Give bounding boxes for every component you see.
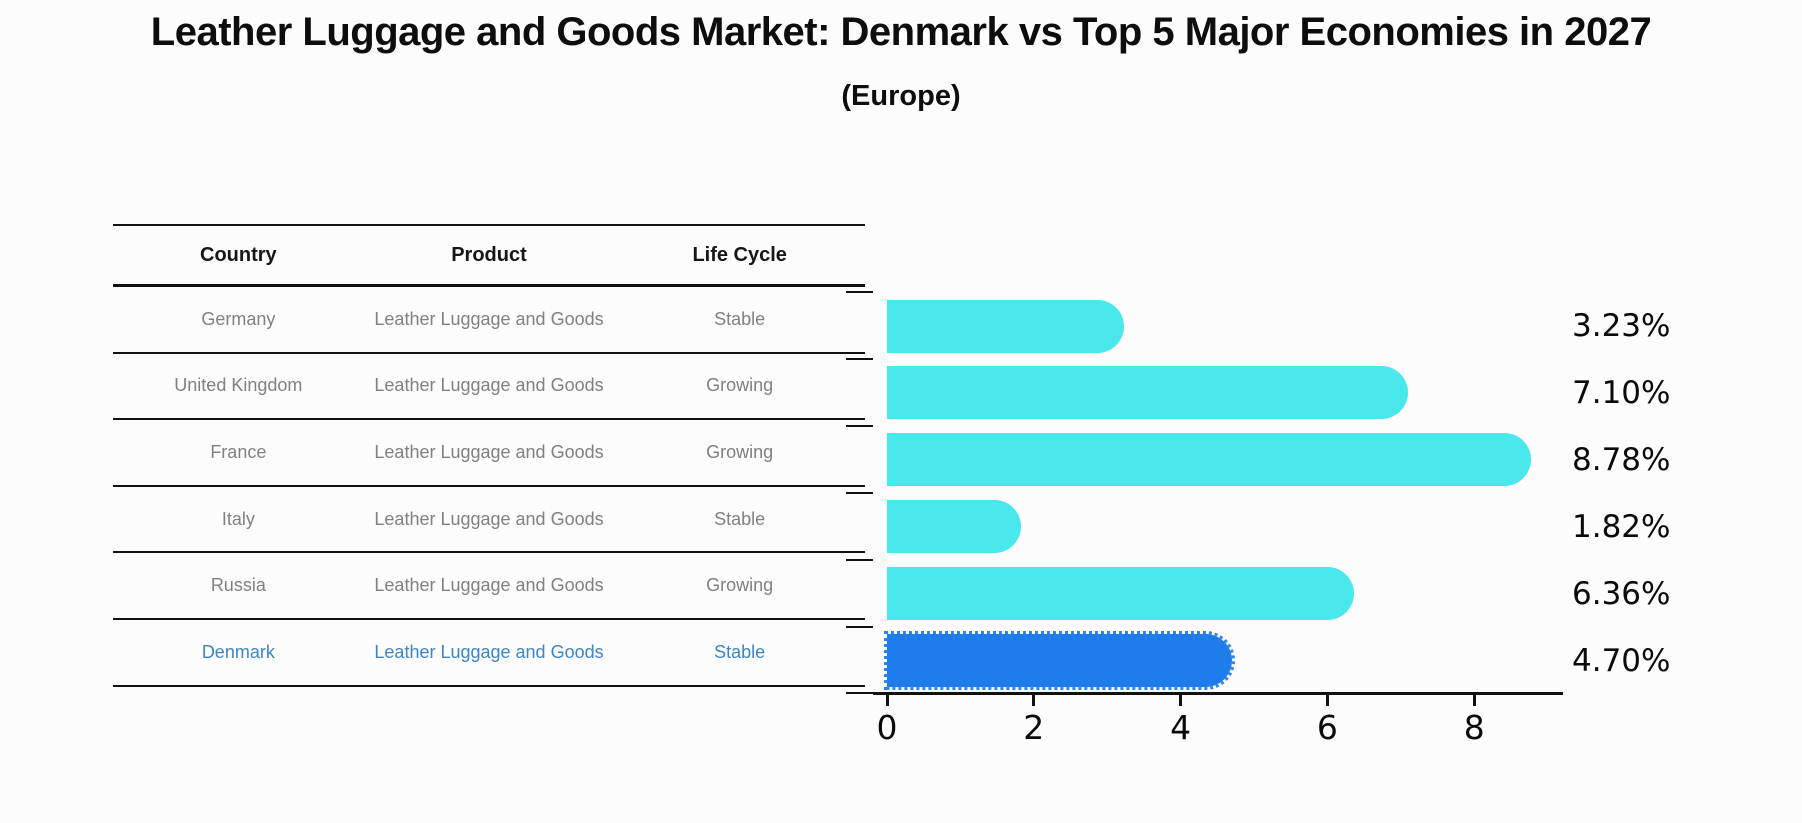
bar-italy (887, 500, 1021, 554)
cell-life-cycle: Stable (714, 508, 766, 529)
cell-product: Leather Luggage and Goods (374, 441, 604, 462)
cell-product: Leather Luggage and Goods (374, 641, 604, 662)
x-axis-tick (1325, 695, 1329, 706)
table-row: Russia Leather Luggage and Goods Growing (113, 553, 865, 620)
x-axis-tick-label: 4 (1170, 708, 1192, 747)
column-header-product: Product (451, 243, 527, 266)
cell-product: Leather Luggage and Goods (374, 575, 604, 596)
bar-value-label: 7.10% (1572, 374, 1671, 411)
column-header-country: Country (200, 243, 277, 266)
cell-life-cycle: Growing (706, 575, 774, 596)
bar-denmark (884, 631, 1235, 690)
cell-country: Russia (210, 575, 266, 596)
x-axis-tick-label: 6 (1316, 708, 1338, 747)
x-axis-tick-label: 2 (1023, 708, 1045, 747)
x-axis-tick (1179, 695, 1183, 706)
bar-russia (887, 567, 1354, 621)
table-row: Italy Leather Luggage and Goods Stable (113, 487, 865, 554)
cell-country: France (210, 441, 267, 462)
cell-product: Leather Luggage and Goods (374, 508, 604, 529)
table-header-row: Country Product Life Cycle (113, 226, 865, 287)
y-axis-tick (846, 491, 873, 494)
country-table: Country Product Life Cycle Germany Leathe… (113, 224, 865, 687)
cell-country: Germany (201, 308, 276, 329)
cell-life-cycle: Growing (706, 375, 774, 396)
x-axis-tick-label: 0 (876, 708, 898, 747)
table-rows: Germany Leather Luggage and Goods Stable Un… (113, 287, 865, 687)
x-axis-tick (885, 695, 889, 706)
bar-germany (887, 299, 1125, 353)
bar-france (887, 433, 1532, 487)
y-axis-tick (846, 291, 873, 293)
x-axis-tick (1032, 695, 1036, 706)
table-row: France Leather Luggage and Goods Growing (113, 420, 865, 487)
cell-country: Italy (221, 508, 255, 529)
bar-united-kingdom (887, 366, 1409, 420)
x-axis-tick-label: 8 (1463, 708, 1485, 747)
bar-value-label: 1.82% (1572, 508, 1671, 545)
x-axis-line (873, 692, 1563, 695)
bar-value-label: 4.70% (1572, 642, 1671, 679)
cell-life-cycle: Stable (714, 641, 766, 662)
cell-country: United Kingdom (174, 375, 303, 396)
cell-life-cycle: Stable (714, 308, 766, 329)
x-axis-tick (1472, 695, 1476, 706)
y-axis-tick (846, 558, 873, 561)
y-axis-tick (846, 357, 873, 360)
bar-value-label: 3.23% (1572, 308, 1671, 344)
page-title: Leather Luggage and Goods Market: Denmar… (150, 10, 1652, 54)
cell-life-cycle: Growing (706, 441, 774, 462)
page-subtitle: (Europe) (841, 80, 961, 112)
table-row: Germany Leather Luggage and Goods Stable (113, 287, 865, 354)
table-row: Denmark Leather Luggage and Goods Stable (113, 620, 865, 687)
cell-country: Denmark (201, 641, 275, 662)
y-axis-tick (846, 424, 873, 427)
cell-product: Leather Luggage and Goods (374, 308, 604, 329)
y-axis-tick (846, 625, 873, 628)
bar-value-label: 8.78% (1572, 441, 1671, 478)
column-header-life-cycle: Life Cycle (692, 243, 787, 266)
y-axis-tick (846, 692, 873, 695)
bar-value-label: 6.36% (1572, 575, 1671, 612)
table-row: United Kingdom Leather Luggage and Goods G… (113, 354, 865, 421)
cell-product: Leather Luggage and Goods (374, 375, 604, 396)
